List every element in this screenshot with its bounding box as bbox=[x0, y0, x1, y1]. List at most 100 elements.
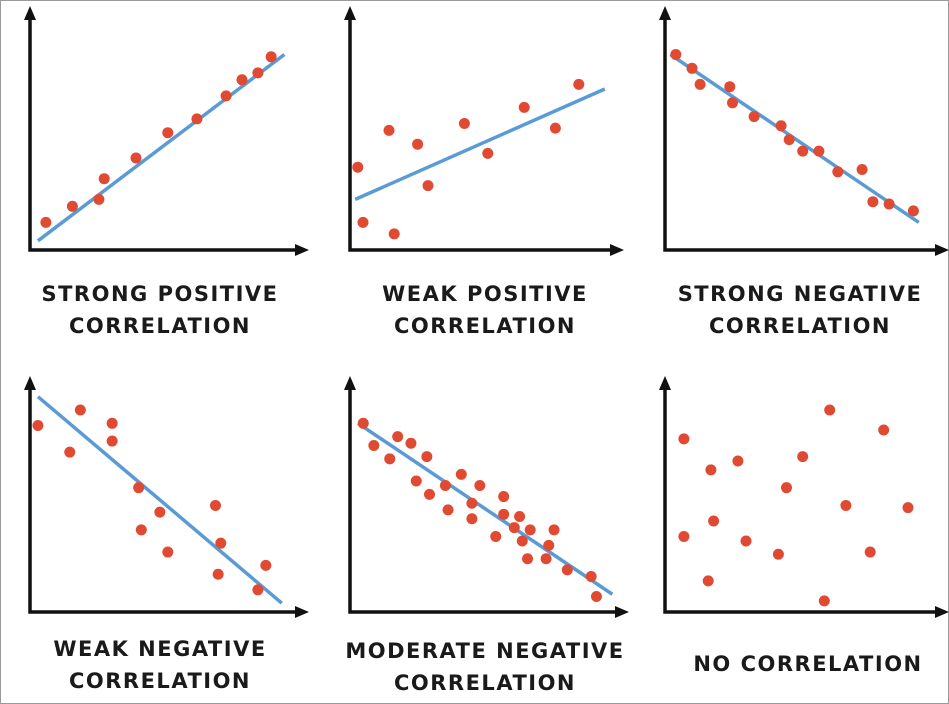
axes bbox=[28, 14, 301, 252]
point bbox=[832, 166, 844, 178]
point bbox=[412, 138, 424, 150]
point bbox=[455, 468, 467, 480]
point bbox=[422, 180, 434, 192]
caption: CORRELATION bbox=[709, 314, 891, 338]
point bbox=[705, 464, 717, 476]
point bbox=[442, 504, 454, 516]
caption: STRONG NEGATIVE bbox=[678, 282, 923, 306]
y-arrow bbox=[24, 6, 36, 20]
point bbox=[548, 524, 560, 536]
point bbox=[775, 120, 787, 132]
caption: STRONG POSITIVE bbox=[41, 282, 278, 306]
point bbox=[215, 537, 227, 549]
x-arrow bbox=[935, 606, 949, 618]
point bbox=[670, 49, 682, 60]
point bbox=[466, 513, 478, 525]
point bbox=[368, 440, 380, 451]
point bbox=[265, 51, 277, 63]
point bbox=[724, 81, 736, 93]
point bbox=[252, 67, 264, 79]
caption: MODERATE NEGATIVE bbox=[345, 639, 624, 663]
point bbox=[524, 524, 536, 536]
point bbox=[686, 62, 698, 74]
point bbox=[518, 101, 530, 113]
point bbox=[678, 433, 690, 445]
point bbox=[727, 97, 738, 109]
caption: CORRELATION bbox=[394, 314, 576, 338]
x-arrow bbox=[295, 606, 309, 618]
point bbox=[64, 446, 76, 458]
point bbox=[818, 595, 830, 607]
point bbox=[678, 531, 690, 543]
point bbox=[864, 546, 876, 558]
point bbox=[212, 568, 224, 580]
trend-line bbox=[36, 53, 286, 243]
point bbox=[516, 535, 528, 547]
point bbox=[732, 455, 744, 467]
point bbox=[740, 535, 752, 547]
point bbox=[498, 491, 510, 503]
point bbox=[474, 479, 486, 491]
x-arrow bbox=[295, 244, 309, 256]
point bbox=[466, 497, 478, 509]
y-arrow bbox=[659, 376, 671, 390]
point bbox=[867, 196, 879, 208]
caption: NO CORRELATION bbox=[693, 652, 922, 676]
point bbox=[210, 499, 221, 511]
point bbox=[585, 570, 597, 582]
point bbox=[424, 488, 435, 500]
point bbox=[590, 590, 602, 602]
x-arrow bbox=[615, 606, 629, 618]
trend-line bbox=[36, 395, 283, 605]
point bbox=[384, 453, 396, 465]
point bbox=[694, 78, 706, 90]
axes bbox=[663, 384, 941, 614]
y-arrow bbox=[344, 6, 356, 20]
x-arrow bbox=[610, 244, 624, 256]
point bbox=[540, 553, 552, 565]
caption: CORRELATION bbox=[394, 671, 576, 695]
point bbox=[883, 198, 895, 210]
point bbox=[498, 508, 510, 520]
point bbox=[133, 482, 145, 494]
point bbox=[154, 506, 166, 518]
point bbox=[490, 531, 502, 543]
point bbox=[191, 113, 203, 125]
point bbox=[106, 435, 118, 447]
point bbox=[482, 147, 494, 159]
point bbox=[252, 584, 264, 596]
point bbox=[702, 575, 714, 587]
point bbox=[458, 118, 470, 129]
point bbox=[383, 124, 395, 136]
point bbox=[561, 564, 573, 576]
axes bbox=[28, 384, 301, 614]
axes bbox=[348, 14, 616, 252]
point bbox=[514, 511, 526, 523]
axes bbox=[663, 14, 941, 252]
point bbox=[388, 228, 400, 240]
point bbox=[135, 524, 147, 536]
point bbox=[748, 111, 760, 123]
point bbox=[549, 122, 561, 134]
point bbox=[405, 437, 417, 449]
point bbox=[840, 499, 852, 511]
point bbox=[410, 475, 422, 487]
point bbox=[260, 559, 272, 571]
point bbox=[392, 431, 404, 443]
point bbox=[543, 539, 555, 551]
point bbox=[856, 164, 868, 175]
point bbox=[708, 515, 720, 527]
point bbox=[824, 404, 836, 416]
point bbox=[74, 404, 86, 416]
point bbox=[797, 451, 809, 463]
y-arrow bbox=[24, 376, 36, 390]
point bbox=[878, 424, 890, 436]
point bbox=[813, 145, 825, 157]
point bbox=[352, 161, 364, 173]
point bbox=[106, 417, 118, 429]
y-arrow bbox=[659, 6, 671, 20]
point bbox=[66, 200, 78, 212]
point bbox=[508, 522, 520, 534]
caption: CORRELATION bbox=[69, 314, 251, 338]
